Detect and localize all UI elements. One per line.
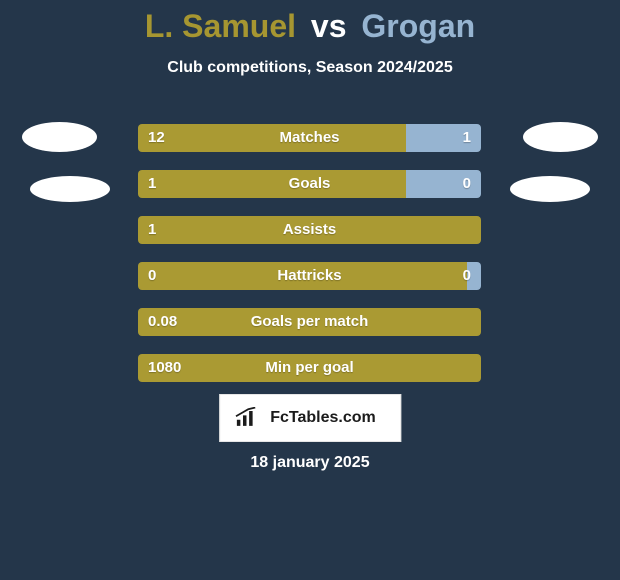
player2-name: Grogan	[361, 8, 475, 44]
stat-label: Goals per match	[138, 308, 481, 336]
title: L. Samuel vs Grogan	[0, 0, 620, 45]
stat-row: 1Assists	[138, 216, 481, 244]
subtitle: Club competitions, Season 2024/2025	[0, 59, 620, 77]
stat-row: 0.08Goals per match	[138, 308, 481, 336]
stat-row: 00Hattricks	[138, 262, 481, 290]
player1-club-badge-1	[22, 122, 97, 152]
watermark: FcTables.com	[219, 394, 401, 442]
player2-club-badge-1	[523, 122, 598, 152]
title-vs: vs	[311, 8, 347, 44]
stat-row: 1080Min per goal	[138, 354, 481, 382]
player1-name: L. Samuel	[145, 8, 296, 44]
stat-label: Assists	[138, 216, 481, 244]
player1-club-badge-2	[30, 176, 110, 202]
date-text: 18 january 2025	[0, 454, 620, 472]
stat-label: Min per goal	[138, 354, 481, 382]
stat-label: Goals	[138, 170, 481, 198]
player2-club-badge-2	[510, 176, 590, 202]
stat-label: Hattricks	[138, 262, 481, 290]
comparison-infographic: L. Samuel vs Grogan Club competitions, S…	[0, 0, 620, 580]
stat-label: Matches	[138, 124, 481, 152]
watermark-text: FcTables.com	[270, 409, 376, 426]
stats-bars: 121Matches 10Goals 1Assists 00Hattricks 0.08…	[138, 124, 481, 400]
stat-row: 10Goals	[138, 170, 481, 198]
stat-row: 121Matches	[138, 124, 481, 152]
watermark-chart-icon	[234, 407, 262, 429]
